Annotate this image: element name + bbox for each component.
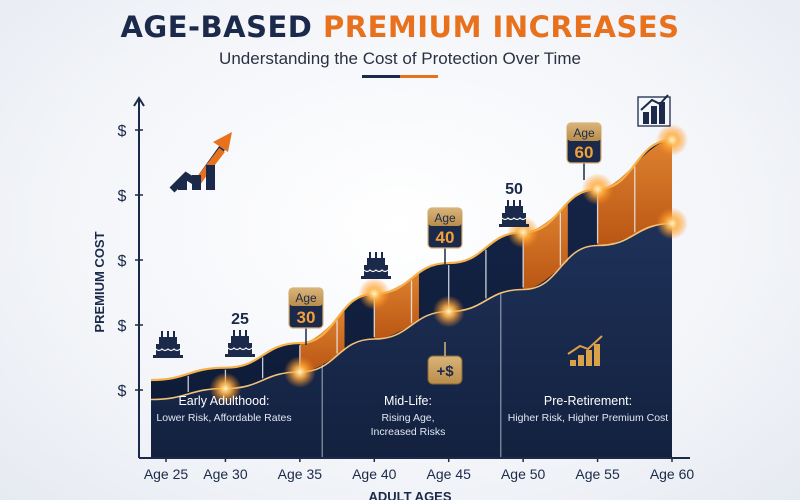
orange-segment-3 — [523, 204, 568, 290]
x-tick-label: Age 30 — [203, 466, 248, 482]
milestone-label-bottom: 30 — [297, 308, 316, 327]
glow-point-7 — [656, 207, 688, 240]
milestone-age-label: 50 — [505, 181, 523, 198]
birthday-cake-icon-candle — [239, 330, 241, 336]
x-tick-label: Age 45 — [427, 466, 472, 482]
milestone-label-top: Age — [434, 211, 456, 225]
chart-subtitle: Understanding the Cost of Protection Ove… — [219, 49, 581, 68]
birthday-cake-icon-icing — [227, 347, 253, 351]
trend-bar — [192, 175, 201, 190]
birthday-cake-icon-top — [505, 206, 523, 214]
birthday-cake-icon-candle — [513, 200, 515, 206]
x-tick-label: Age 55 — [575, 466, 620, 482]
milestone-badge-top — [567, 123, 601, 141]
growth-chart-icon — [586, 350, 592, 366]
glow-point-2 — [358, 277, 391, 310]
orange-segment-2 — [374, 273, 419, 339]
badge-label: +$ — [436, 363, 454, 380]
annotation-line: Rising Age, — [381, 412, 434, 424]
annotation-line: Increased Risks — [371, 426, 446, 438]
bar-chart-icon-line — [640, 94, 669, 111]
milestone-badge-top — [428, 208, 462, 226]
annotation-title: Pre-Retirement: — [544, 394, 632, 408]
glow-point-1 — [283, 356, 316, 388]
y-tick-label: $ — [118, 123, 127, 140]
birthday-cake-icon-candle — [173, 331, 175, 337]
title-underline — [362, 75, 438, 78]
milestone-badge-top — [289, 288, 323, 306]
birthday-cake-icon-top — [159, 337, 177, 345]
x-axis-label: ADULT AGES — [368, 489, 451, 500]
birthday-cake-icon-icing — [363, 269, 389, 273]
milestone-label-bottom: 60 — [575, 143, 594, 162]
glow-point-8 — [209, 372, 242, 405]
bar-chart-icon-frame — [637, 96, 671, 127]
title-part-1: AGE-BASED — [120, 10, 313, 44]
x-tick-label: Age 40 — [352, 466, 397, 482]
trend-up-arrowhead — [213, 132, 232, 152]
birthday-cake-icon-plate — [153, 355, 183, 358]
birthday-cake-icon-candle — [507, 200, 509, 206]
trend-bar — [206, 165, 215, 190]
bar-chart-icon — [643, 112, 649, 124]
y-axis-label: PREMIUM COST — [92, 231, 107, 332]
premium-area-series-2 — [151, 223, 672, 458]
x-tick-label: Age 50 — [501, 466, 546, 482]
milestone-age-label: 25 — [231, 311, 249, 328]
bar-chart-icon — [659, 102, 665, 124]
birthday-cake-icon-icing — [155, 348, 181, 352]
birthday-cake-icon-top — [231, 336, 249, 344]
y-tick-label: $ — [118, 318, 127, 335]
x-tick-label: Age 60 — [650, 466, 695, 482]
milestone-label-top: Age — [295, 291, 317, 305]
premium-band-series-1 — [151, 140, 672, 400]
title-part-2: PREMIUM INCREASES — [322, 10, 680, 44]
birthday-cake-icon-candle — [167, 331, 169, 337]
glow-point-4 — [581, 173, 614, 206]
x-tick-label: Age 25 — [144, 466, 189, 482]
growth-chart-icon — [578, 355, 584, 366]
birthday-cake-icon-candle — [161, 331, 163, 337]
birthday-cake-icon-plate — [499, 224, 529, 227]
annotation-line: Higher Risk, Higher Premium Cost — [508, 412, 669, 424]
birthday-cake-icon-plate — [225, 354, 255, 357]
annotation-title: Mid-Life: — [384, 394, 432, 408]
bar-chart-icon — [651, 106, 657, 124]
glow-point-5 — [656, 124, 688, 156]
birthday-cake-icon-candle — [519, 200, 521, 206]
birthday-cake-icon-icing — [501, 217, 527, 221]
y-tick-label: $ — [118, 253, 127, 270]
plot-area: $ $ $ $ $ PREMIUM COST Age 25 Age 30 Age 35 Age 4… — [92, 94, 695, 500]
growth-chart-icon — [594, 344, 600, 366]
y-tick-label: $ — [118, 188, 127, 205]
milestone-label-bottom: 40 — [436, 228, 455, 247]
birthday-cake-icon-candle — [233, 330, 235, 336]
birthday-cake-icon-candle — [245, 330, 247, 336]
chart-title: AGE-BASED PREMIUM INCREASES — [0, 10, 800, 44]
growth-chart-icon-line — [567, 335, 603, 355]
glow-point-6 — [432, 295, 465, 328]
birthday-cake-icon-candle — [375, 252, 377, 258]
growth-chart-icon — [570, 360, 576, 366]
annotation-title: Early Adulthood: — [178, 394, 269, 408]
y-axis-arrow — [133, 96, 145, 107]
y-tick-label: $ — [118, 383, 127, 400]
orange-segment-1 — [299, 311, 345, 372]
milestone-label-top: Age — [573, 126, 595, 140]
birthday-cake-icon-top — [367, 258, 385, 266]
birthday-cake-icon-candle — [369, 252, 371, 258]
birthday-cake-icon-plate — [361, 276, 391, 279]
trend-bar — [178, 180, 187, 190]
annotation-line: Lower Risk, Affordable Rates — [156, 412, 291, 424]
birthday-cake-icon-candle — [381, 252, 383, 258]
x-tick-label: Age 35 — [278, 466, 323, 482]
